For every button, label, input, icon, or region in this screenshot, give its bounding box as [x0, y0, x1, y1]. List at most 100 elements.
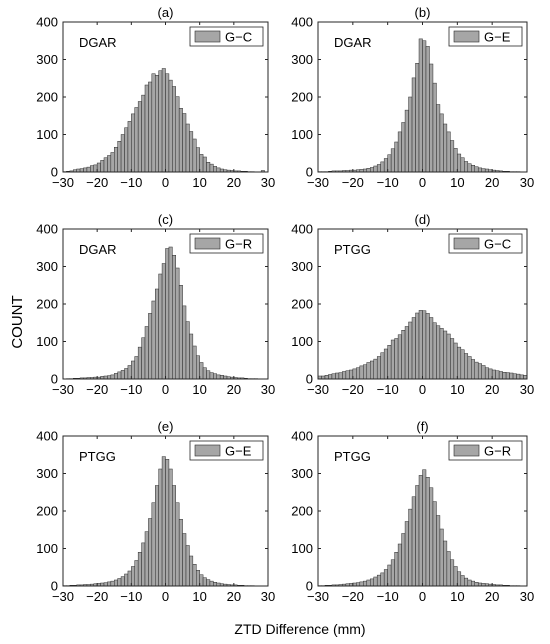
- histogram-bar: [352, 368, 357, 380]
- histogram-bar: [415, 63, 420, 173]
- histogram-bar: [370, 360, 374, 380]
- x-tick-label: −10: [120, 382, 142, 397]
- x-tick-label: 0: [419, 175, 426, 190]
- histogram-bar: [127, 121, 132, 173]
- histogram-bar: [131, 566, 136, 587]
- histogram-bar: [432, 82, 437, 173]
- x-tick-label: −30: [52, 589, 74, 604]
- bar-series: [317, 310, 528, 380]
- histogram-bar: [127, 570, 132, 587]
- histogram-bar: [185, 321, 190, 380]
- histogram-bar: [151, 73, 156, 173]
- histogram-bar: [373, 576, 378, 587]
- histogram-bar: [474, 166, 479, 173]
- x-tick-label: 0: [162, 175, 169, 190]
- x-tick-label: 10: [450, 382, 464, 397]
- histogram-bar: [196, 570, 200, 587]
- histogram-bar: [467, 356, 472, 380]
- histogram-bar: [209, 163, 214, 173]
- histogram-bar: [155, 485, 159, 587]
- histogram-bar: [172, 485, 177, 587]
- histogram-bar: [335, 372, 340, 380]
- histogram-bar: [471, 580, 475, 587]
- histogram-bar: [117, 578, 122, 587]
- histogram-bar: [387, 345, 392, 380]
- legend-label: G−E: [225, 444, 252, 459]
- x-tick-label: 30: [261, 175, 275, 190]
- histogram-bar: [151, 502, 156, 587]
- histogram-bar: [134, 560, 139, 587]
- y-tick-label: 0: [306, 372, 313, 387]
- x-tick-label: 30: [520, 382, 534, 397]
- histogram-bar: [196, 147, 200, 173]
- histogram-bar: [439, 328, 444, 380]
- histogram-bar: [161, 263, 166, 380]
- panel-title: (f): [416, 419, 428, 434]
- histogram-bar: [376, 164, 381, 173]
- histogram-bar: [141, 337, 146, 380]
- histogram-bar: [114, 579, 118, 587]
- histogram-bar: [158, 273, 163, 380]
- histogram-bar: [446, 551, 451, 587]
- legend-label: G−R: [225, 237, 252, 252]
- histogram-bar: [422, 310, 427, 380]
- y-tick-label: 400: [291, 222, 313, 237]
- histogram-bar: [432, 501, 437, 587]
- histogram-bar: [175, 502, 180, 587]
- x-tick-label: −30: [307, 382, 329, 397]
- histogram-bar: [96, 162, 101, 173]
- x-tick-label: 0: [419, 382, 426, 397]
- histogram-bar: [366, 579, 371, 587]
- x-tick-label: −10: [377, 175, 399, 190]
- station-label: DGAR: [334, 35, 372, 50]
- histogram-bar: [202, 577, 207, 587]
- histogram-bar: [107, 581, 112, 587]
- histogram-bar: [103, 157, 108, 173]
- histogram-bar: [213, 166, 218, 173]
- histogram-bar: [436, 104, 441, 173]
- legend-label: G−C: [484, 237, 511, 252]
- histogram-bar: [120, 370, 125, 380]
- histogram-bar: [161, 68, 166, 173]
- histogram-bar: [165, 459, 170, 587]
- histogram-bar: [408, 321, 413, 380]
- histogram-bar: [137, 101, 142, 173]
- histogram-bar: [450, 559, 455, 587]
- x-tick-label: 0: [162, 589, 169, 604]
- histogram-bar: [390, 339, 395, 380]
- histogram-bar: [110, 374, 115, 380]
- bar-series: [66, 246, 259, 380]
- histogram-bar: [219, 375, 224, 380]
- histogram-bar: [185, 545, 190, 587]
- histogram-bar: [411, 496, 416, 587]
- histogram-bar: [390, 559, 395, 587]
- histogram-bar: [380, 352, 385, 380]
- histogram-bar: [516, 373, 521, 380]
- histogram-bar: [439, 113, 444, 173]
- histogram-bar: [418, 475, 423, 587]
- histogram-bar: [359, 365, 364, 380]
- x-tick-label: 30: [520, 589, 534, 604]
- histogram-bar: [495, 370, 500, 380]
- histogram-bar: [155, 288, 159, 380]
- histogram-bar: [124, 573, 129, 587]
- legend-swatch: [194, 30, 221, 43]
- x-tick-label: 10: [192, 589, 206, 604]
- histogram-bar: [471, 165, 475, 173]
- y-tick-label: 200: [36, 504, 58, 519]
- y-tick-label: 100: [291, 334, 313, 349]
- histogram-bar: [429, 63, 434, 173]
- histogram-bar: [383, 569, 388, 587]
- histogram-bar: [213, 373, 218, 380]
- histogram-bar: [432, 322, 437, 380]
- station-label: PTGG: [334, 242, 371, 257]
- histogram-bar: [175, 267, 180, 380]
- y-tick-label: 100: [291, 127, 313, 142]
- histogram-bar: [457, 346, 462, 380]
- histogram-bar: [484, 367, 489, 380]
- histogram-bar: [189, 131, 194, 173]
- histogram-bar: [209, 372, 214, 380]
